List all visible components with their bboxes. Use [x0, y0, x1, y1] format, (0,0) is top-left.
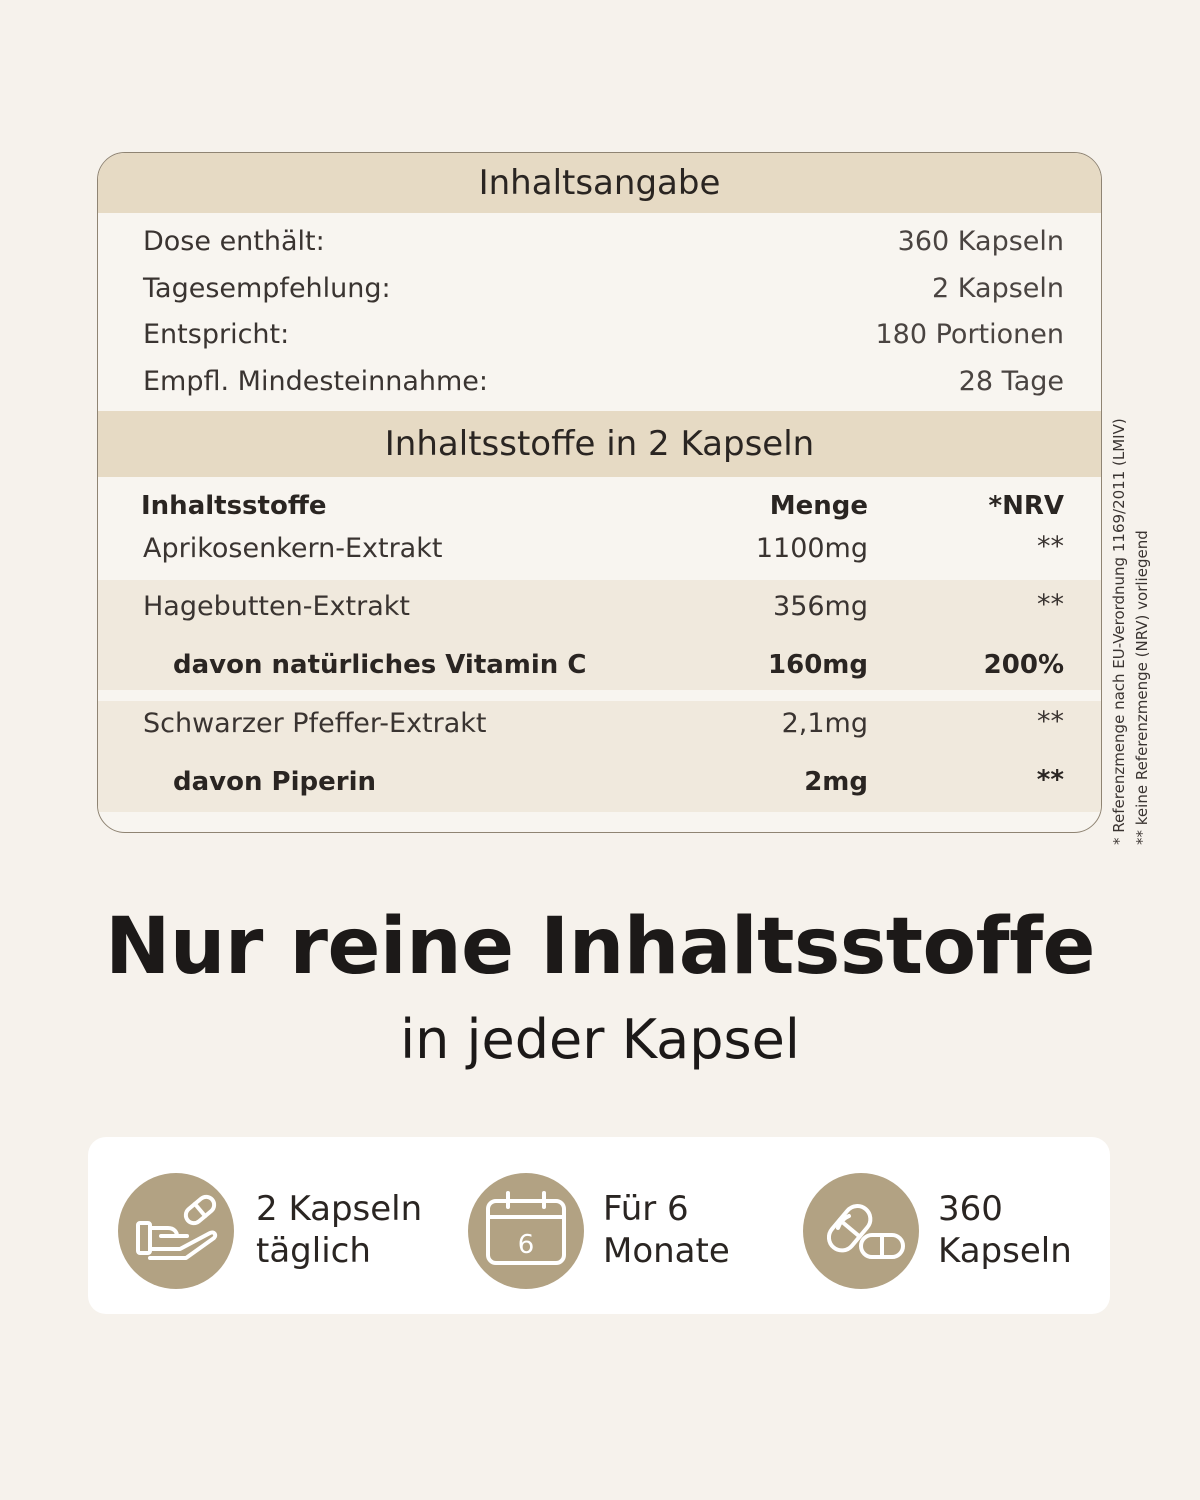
feature-line: Für 6	[603, 1189, 689, 1229]
ingredient-amount: 1100mg	[755, 533, 868, 564]
feature-line: 360	[938, 1189, 1003, 1229]
row-shade	[98, 701, 1101, 812]
contents-value: 180 Portionen	[875, 318, 1065, 350]
ingredient-amount: 2mg	[804, 767, 868, 797]
contents-value: 360 Kapseln	[897, 225, 1064, 257]
contents-row: Entspricht: 180 Portionen	[143, 314, 1064, 354]
ingredient-amount: 356mg	[773, 591, 868, 622]
row-shade	[98, 580, 1101, 690]
contents-title: Inhaltsangabe	[98, 153, 1101, 213]
ingredient-nrv: **	[1037, 589, 1064, 620]
headline-subtitle: in jeder Kapsel	[400, 1008, 800, 1071]
ingredient-name: Hagebutten-Extrakt	[143, 591, 410, 622]
contents-row: Tagesempfehlung: 2 Kapseln	[143, 268, 1064, 308]
ingredient-name: davon Piperin	[173, 767, 376, 797]
ingredient-nrv: **	[1037, 706, 1064, 737]
feature-line: 2 Kapseln	[256, 1189, 423, 1229]
feature-count: 360 Kapseln	[938, 1188, 1072, 1272]
contents-label: Dose enthält:	[143, 225, 325, 257]
ingredient-name: Aprikosenkern-Extrakt	[143, 533, 443, 564]
column-header-name: Inhaltsstoffe	[141, 491, 327, 521]
contents-value: 2 Kapseln	[932, 272, 1064, 304]
contents-label: Tagesempfehlung:	[143, 272, 391, 304]
nutrition-card: Inhaltsangabe Dose enthält: 360 Kapseln …	[97, 152, 1102, 833]
footnotes: * Referenzmenge nach EU-Verordnung 1169/…	[1108, 418, 1154, 845]
headline-title: Nur reine Inhaltsstoffe	[105, 902, 1095, 992]
contents-label: Empfl. Mindesteinnahme:	[143, 365, 488, 397]
footnote-no-reference: ** keine Referenzmenge (NRV) vorliegend	[1133, 530, 1151, 845]
contents-row: Empfl. Mindesteinnahme: 28 Tage	[143, 361, 1064, 401]
calendar-icon: 6	[468, 1173, 584, 1289]
feature-duration: Für 6 Monate	[603, 1188, 730, 1272]
calendar-day-number: 6	[518, 1230, 535, 1260]
features-panel	[88, 1137, 1110, 1314]
contents-row: Dose enthält: 360 Kapseln	[143, 221, 1064, 261]
feature-line: Monate	[603, 1231, 730, 1271]
hand-capsule-icon	[118, 1173, 234, 1289]
ingredient-amount: 160mg	[768, 650, 868, 680]
ingredient-amount: 2,1mg	[781, 708, 868, 739]
ingredient-nrv: 200%	[983, 650, 1064, 680]
ingredients-title: Inhaltsstoffe in 2 Kapseln	[98, 411, 1101, 477]
contents-value: 28 Tage	[958, 365, 1064, 397]
capsules-icon	[803, 1173, 919, 1289]
feature-daily: 2 Kapseln täglich	[256, 1188, 422, 1272]
feature-line: Kapseln	[938, 1231, 1072, 1271]
ingredient-name: Schwarzer Pfeffer-Extrakt	[143, 708, 487, 739]
ingredient-nrv: **	[1037, 531, 1064, 562]
contents-label: Entspricht:	[143, 318, 290, 350]
column-header-amount: Menge	[769, 491, 868, 521]
feature-line: täglich	[256, 1231, 371, 1271]
ingredient-nrv: **	[1036, 765, 1064, 795]
column-header-nrv: *NRV	[988, 491, 1065, 521]
ingredient-name: davon natürliches Vitamin C	[173, 650, 587, 680]
footnote-nrv: * Referenzmenge nach EU-Verordnung 1169/…	[1110, 418, 1128, 845]
